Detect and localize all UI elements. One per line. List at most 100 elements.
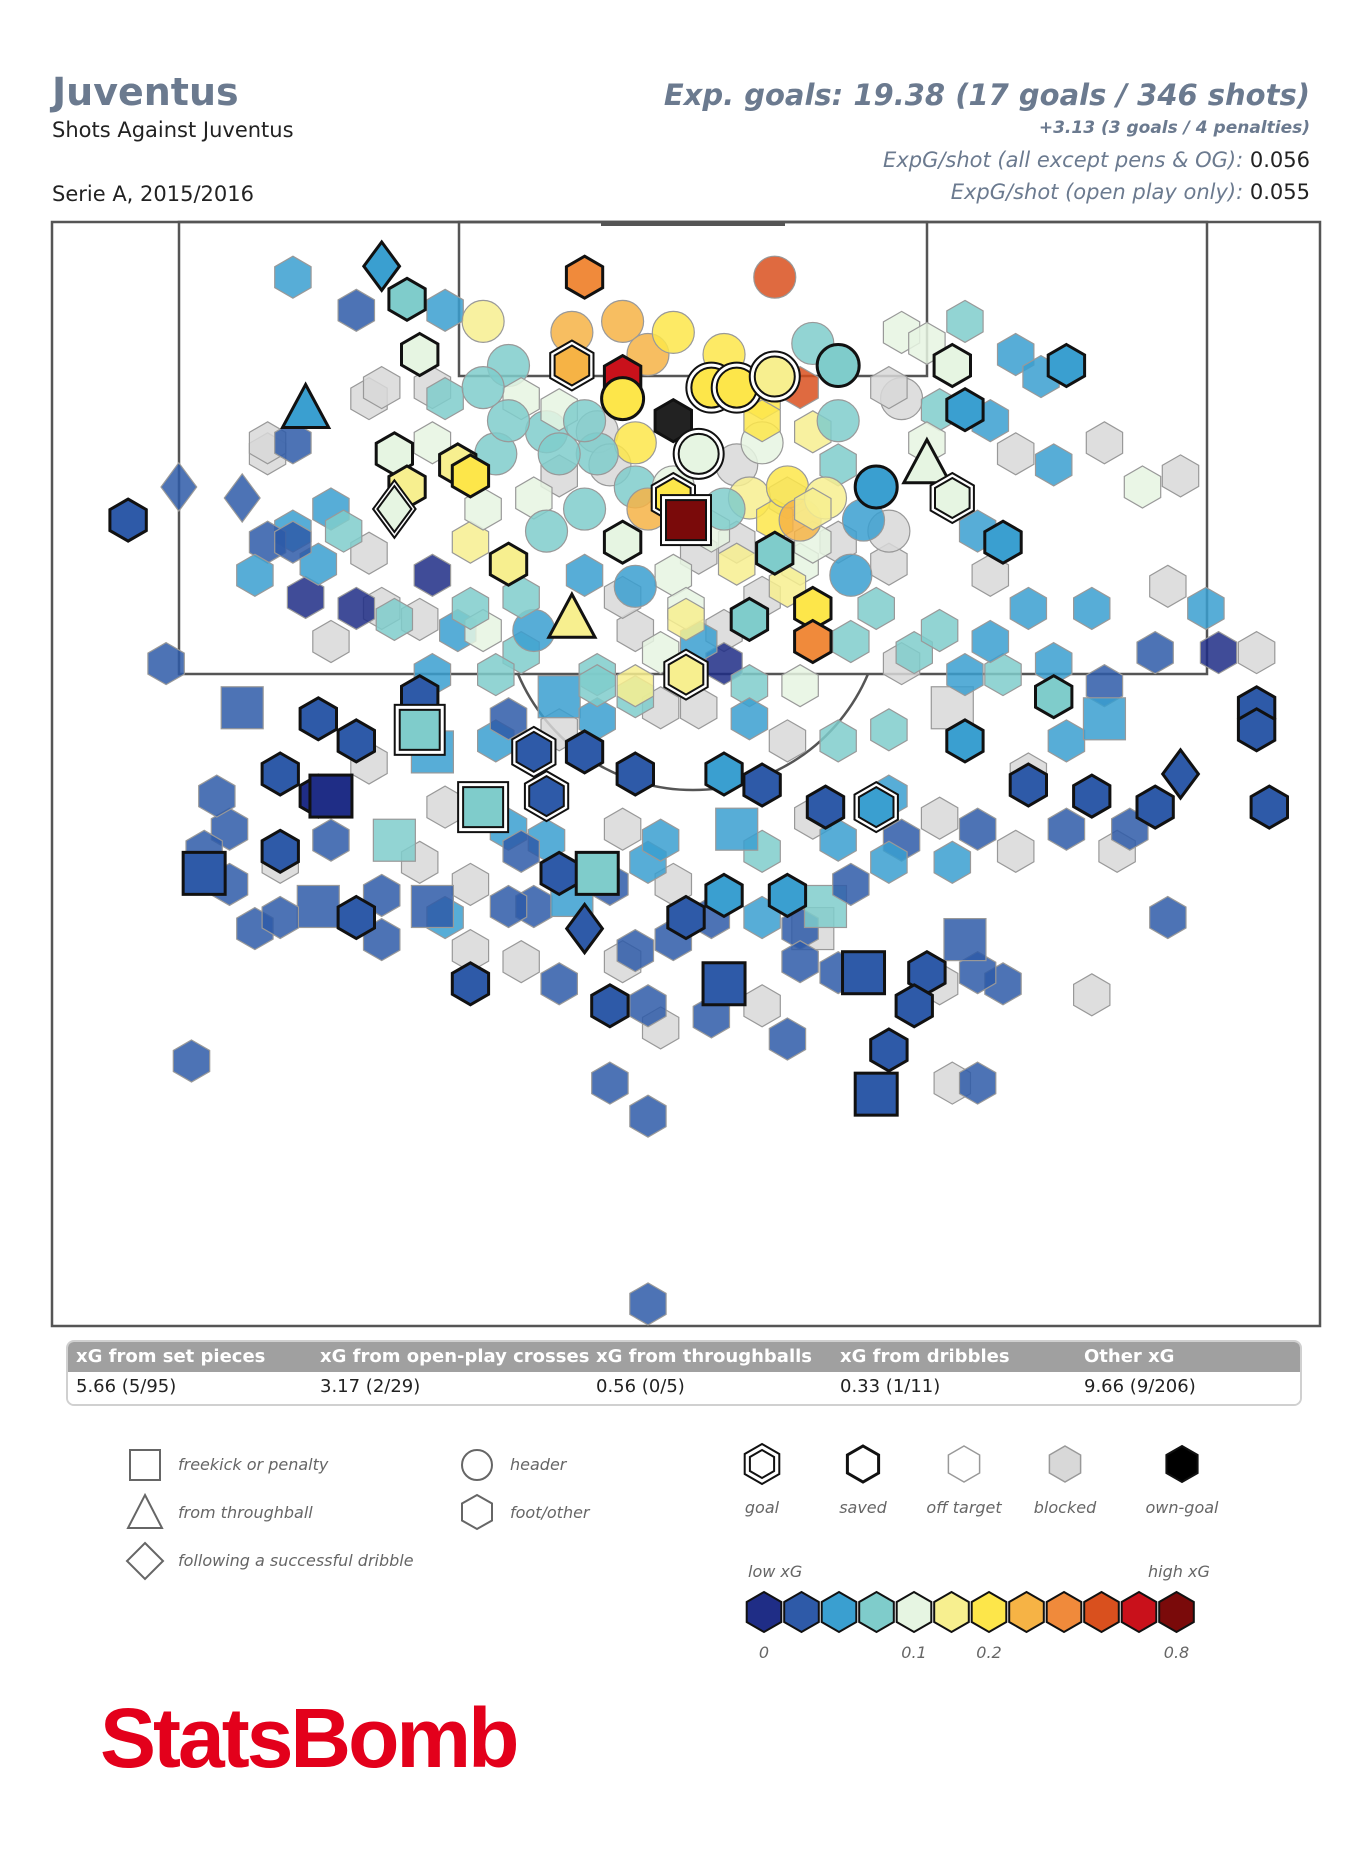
- shot-marker: [451, 520, 490, 564]
- shot-marker: [781, 664, 819, 708]
- shot-marker: [829, 553, 873, 597]
- shot-marker: [172, 1039, 211, 1083]
- shot-marker: [537, 675, 581, 719]
- expected-goals-summary: Exp. goals: 19.38 (17 goals / 346 shots): [663, 78, 1310, 112]
- shot-marker: [832, 862, 870, 907]
- shot-marker: [971, 619, 1010, 664]
- shot-marker: [236, 553, 274, 597]
- shot-marker: [564, 729, 605, 775]
- shot-marker: [1047, 719, 1086, 763]
- shot-marker: [562, 487, 607, 531]
- shot-marker: [832, 619, 870, 664]
- shot-marker: [704, 872, 744, 919]
- shot-marker: [375, 597, 414, 642]
- shot-marker: [324, 509, 363, 553]
- shot-marker: [945, 718, 985, 764]
- diamond-legend-icon: [125, 1541, 165, 1581]
- scale-tick-label: 0.2: [976, 1643, 1001, 1662]
- shot-marker: [308, 773, 354, 819]
- shot-marker: [894, 983, 934, 1029]
- shot-marker: [147, 641, 185, 686]
- shot-marker: [337, 586, 376, 631]
- shot-marker: [946, 299, 984, 344]
- shot-marker: [371, 478, 417, 540]
- shot-marker: [933, 840, 972, 884]
- scale-swatch: [895, 1590, 933, 1634]
- shot-marker: [312, 818, 350, 862]
- outcome-saved-icon: [845, 1444, 881, 1484]
- shot-marker: [393, 703, 446, 756]
- shot-marker: [387, 276, 427, 323]
- shot-marker: [286, 575, 325, 620]
- shot-marker: [1085, 421, 1124, 465]
- outcome-legend: goal saved off target blocked own-goal: [740, 1440, 1240, 1520]
- shot-marker: [1072, 586, 1111, 631]
- shot-marker: [853, 780, 899, 834]
- low-xg-label: low xG: [748, 1562, 803, 1581]
- shot-marker: [946, 652, 984, 697]
- other-header: Other xG: [1084, 1346, 1175, 1367]
- xg-category-table: xG from set pieces xG from open-play cro…: [66, 1340, 1302, 1406]
- shot-marker: [1187, 586, 1225, 631]
- shot-marker: [666, 894, 706, 941]
- shot-marker: [870, 708, 908, 752]
- set-pieces-value: 5.66 (5/95): [76, 1376, 177, 1397]
- other-value: 9.66 (9/206): [1084, 1376, 1196, 1397]
- scale-swatch: [933, 1590, 970, 1634]
- shot-marker: [1046, 342, 1087, 389]
- outcome-blocked-label: blocked: [1033, 1498, 1097, 1517]
- shot-marker: [672, 427, 725, 480]
- shot-marker: [1249, 784, 1289, 830]
- shot-marker: [337, 288, 376, 332]
- shot-marker: [274, 520, 312, 564]
- shot-marker: [261, 895, 299, 940]
- shot-marker: [450, 453, 491, 499]
- hexagon-legend-icon: [461, 1493, 493, 1531]
- xg-per-shot-value: 0.056: [1249, 148, 1310, 172]
- shot-marker: [730, 697, 769, 741]
- shot-marker: [562, 399, 607, 443]
- shot-marker: [984, 652, 1022, 697]
- shot-marker: [489, 697, 528, 741]
- shot-marker: [641, 818, 680, 862]
- triangle-legend-label: from throughball: [178, 1503, 313, 1522]
- shot-marker: [413, 553, 452, 597]
- shot-marker: [996, 432, 1035, 476]
- shot-marker: [451, 586, 490, 631]
- shot-marker: [537, 432, 581, 476]
- shot-marker: [660, 494, 712, 547]
- shot-marker: [853, 1071, 899, 1117]
- shot-marker: [279, 381, 332, 429]
- shot-marker: [546, 591, 598, 639]
- chart-subtitle: Shots Against Juventus: [52, 118, 294, 142]
- shot-marker: [1034, 443, 1073, 487]
- shot-marker: [692, 995, 731, 1039]
- shot-marker: [461, 299, 505, 343]
- shot-marker: [160, 461, 198, 513]
- shot-marker: [260, 751, 300, 797]
- shot-marker: [929, 471, 975, 525]
- shot-marker: [767, 872, 808, 919]
- shot-marker: [616, 664, 655, 708]
- shot-marker: [841, 950, 887, 996]
- shot-marker: [819, 818, 857, 862]
- shot-marker: [781, 940, 819, 984]
- shot-marker: [1008, 762, 1048, 808]
- shot-marker: [945, 386, 985, 433]
- shot-marker: [816, 399, 860, 443]
- shot-marker: [312, 619, 350, 664]
- square-legend-icon: [129, 1449, 161, 1481]
- set-pieces-header: xG from set pieces: [76, 1346, 266, 1367]
- shot-marker: [410, 884, 454, 929]
- shot-marker: [274, 255, 312, 299]
- shot-marker: [613, 564, 657, 608]
- shot-marker: [488, 541, 529, 587]
- shot-marker: [932, 342, 972, 389]
- shot-marker: [901, 436, 953, 485]
- shot-marker: [564, 254, 605, 300]
- shot-marker: [220, 686, 264, 730]
- shot-marker: [564, 901, 605, 956]
- outcome-saved-label: saved: [839, 1498, 887, 1517]
- shot-marker: [768, 1017, 807, 1061]
- shot-marker: [450, 961, 491, 1007]
